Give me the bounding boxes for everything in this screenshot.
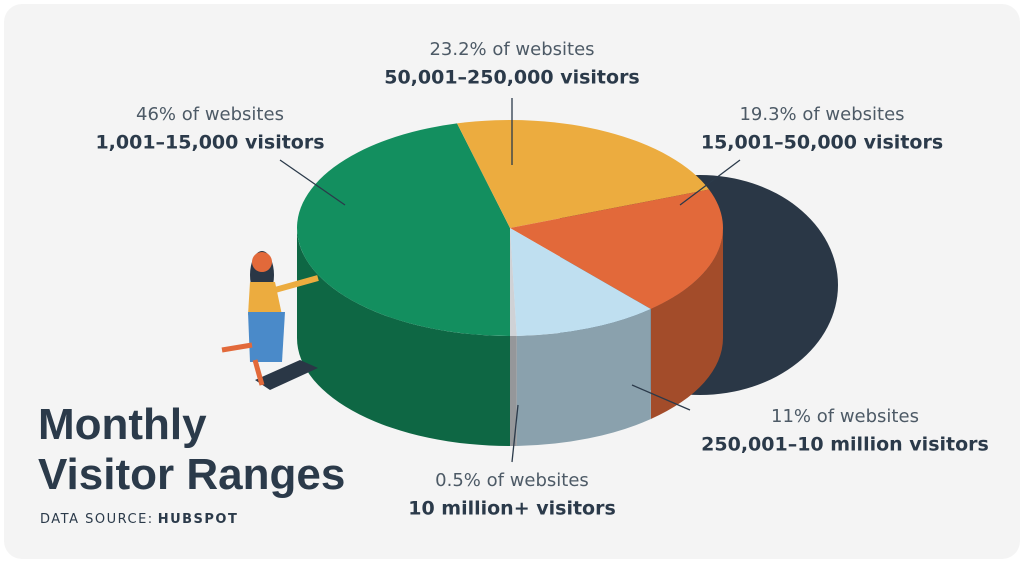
leader-line [631, 384, 691, 411]
slice-side [510, 335, 517, 446]
labels: 46% of websites 1,001–15,000 visitors 23.2… [95, 39, 988, 520]
category-label: 10 million+ visitors [408, 498, 616, 520]
value-label: 19.3% of websites [739, 104, 904, 125]
slice [510, 228, 651, 336]
leader-line [679, 159, 741, 206]
category-label: 1,001–15,000 visitors [95, 132, 324, 154]
source: DATA SOURCE: HUBSPOT [40, 512, 238, 527]
leader-line [279, 159, 346, 206]
slice-side [297, 228, 510, 446]
source-name: HUBSPOT [157, 512, 239, 527]
source-label: DATA SOURCE: [40, 512, 154, 527]
title: Monthly Visitor Ranges [38, 400, 346, 499]
category-label: 50,001–250,000 visitors [384, 67, 640, 89]
slice [510, 189, 723, 310]
figure [221, 251, 319, 390]
slice-side [516, 309, 651, 446]
slice [510, 228, 517, 336]
leader-line [511, 404, 519, 463]
value-label: 11% of websites [771, 406, 919, 427]
value-label: 46% of websites [136, 104, 284, 125]
slice [296, 123, 510, 336]
slice [457, 120, 710, 228]
category-label: 15,001–50,000 visitors [701, 132, 943, 154]
pie [296, 120, 723, 446]
category-label: 250,001–10 million visitors [701, 434, 989, 456]
slice-side [650, 228, 723, 420]
value-label: 23.2% of websites [429, 39, 594, 60]
value-label: 0.5% of websites [435, 470, 589, 491]
